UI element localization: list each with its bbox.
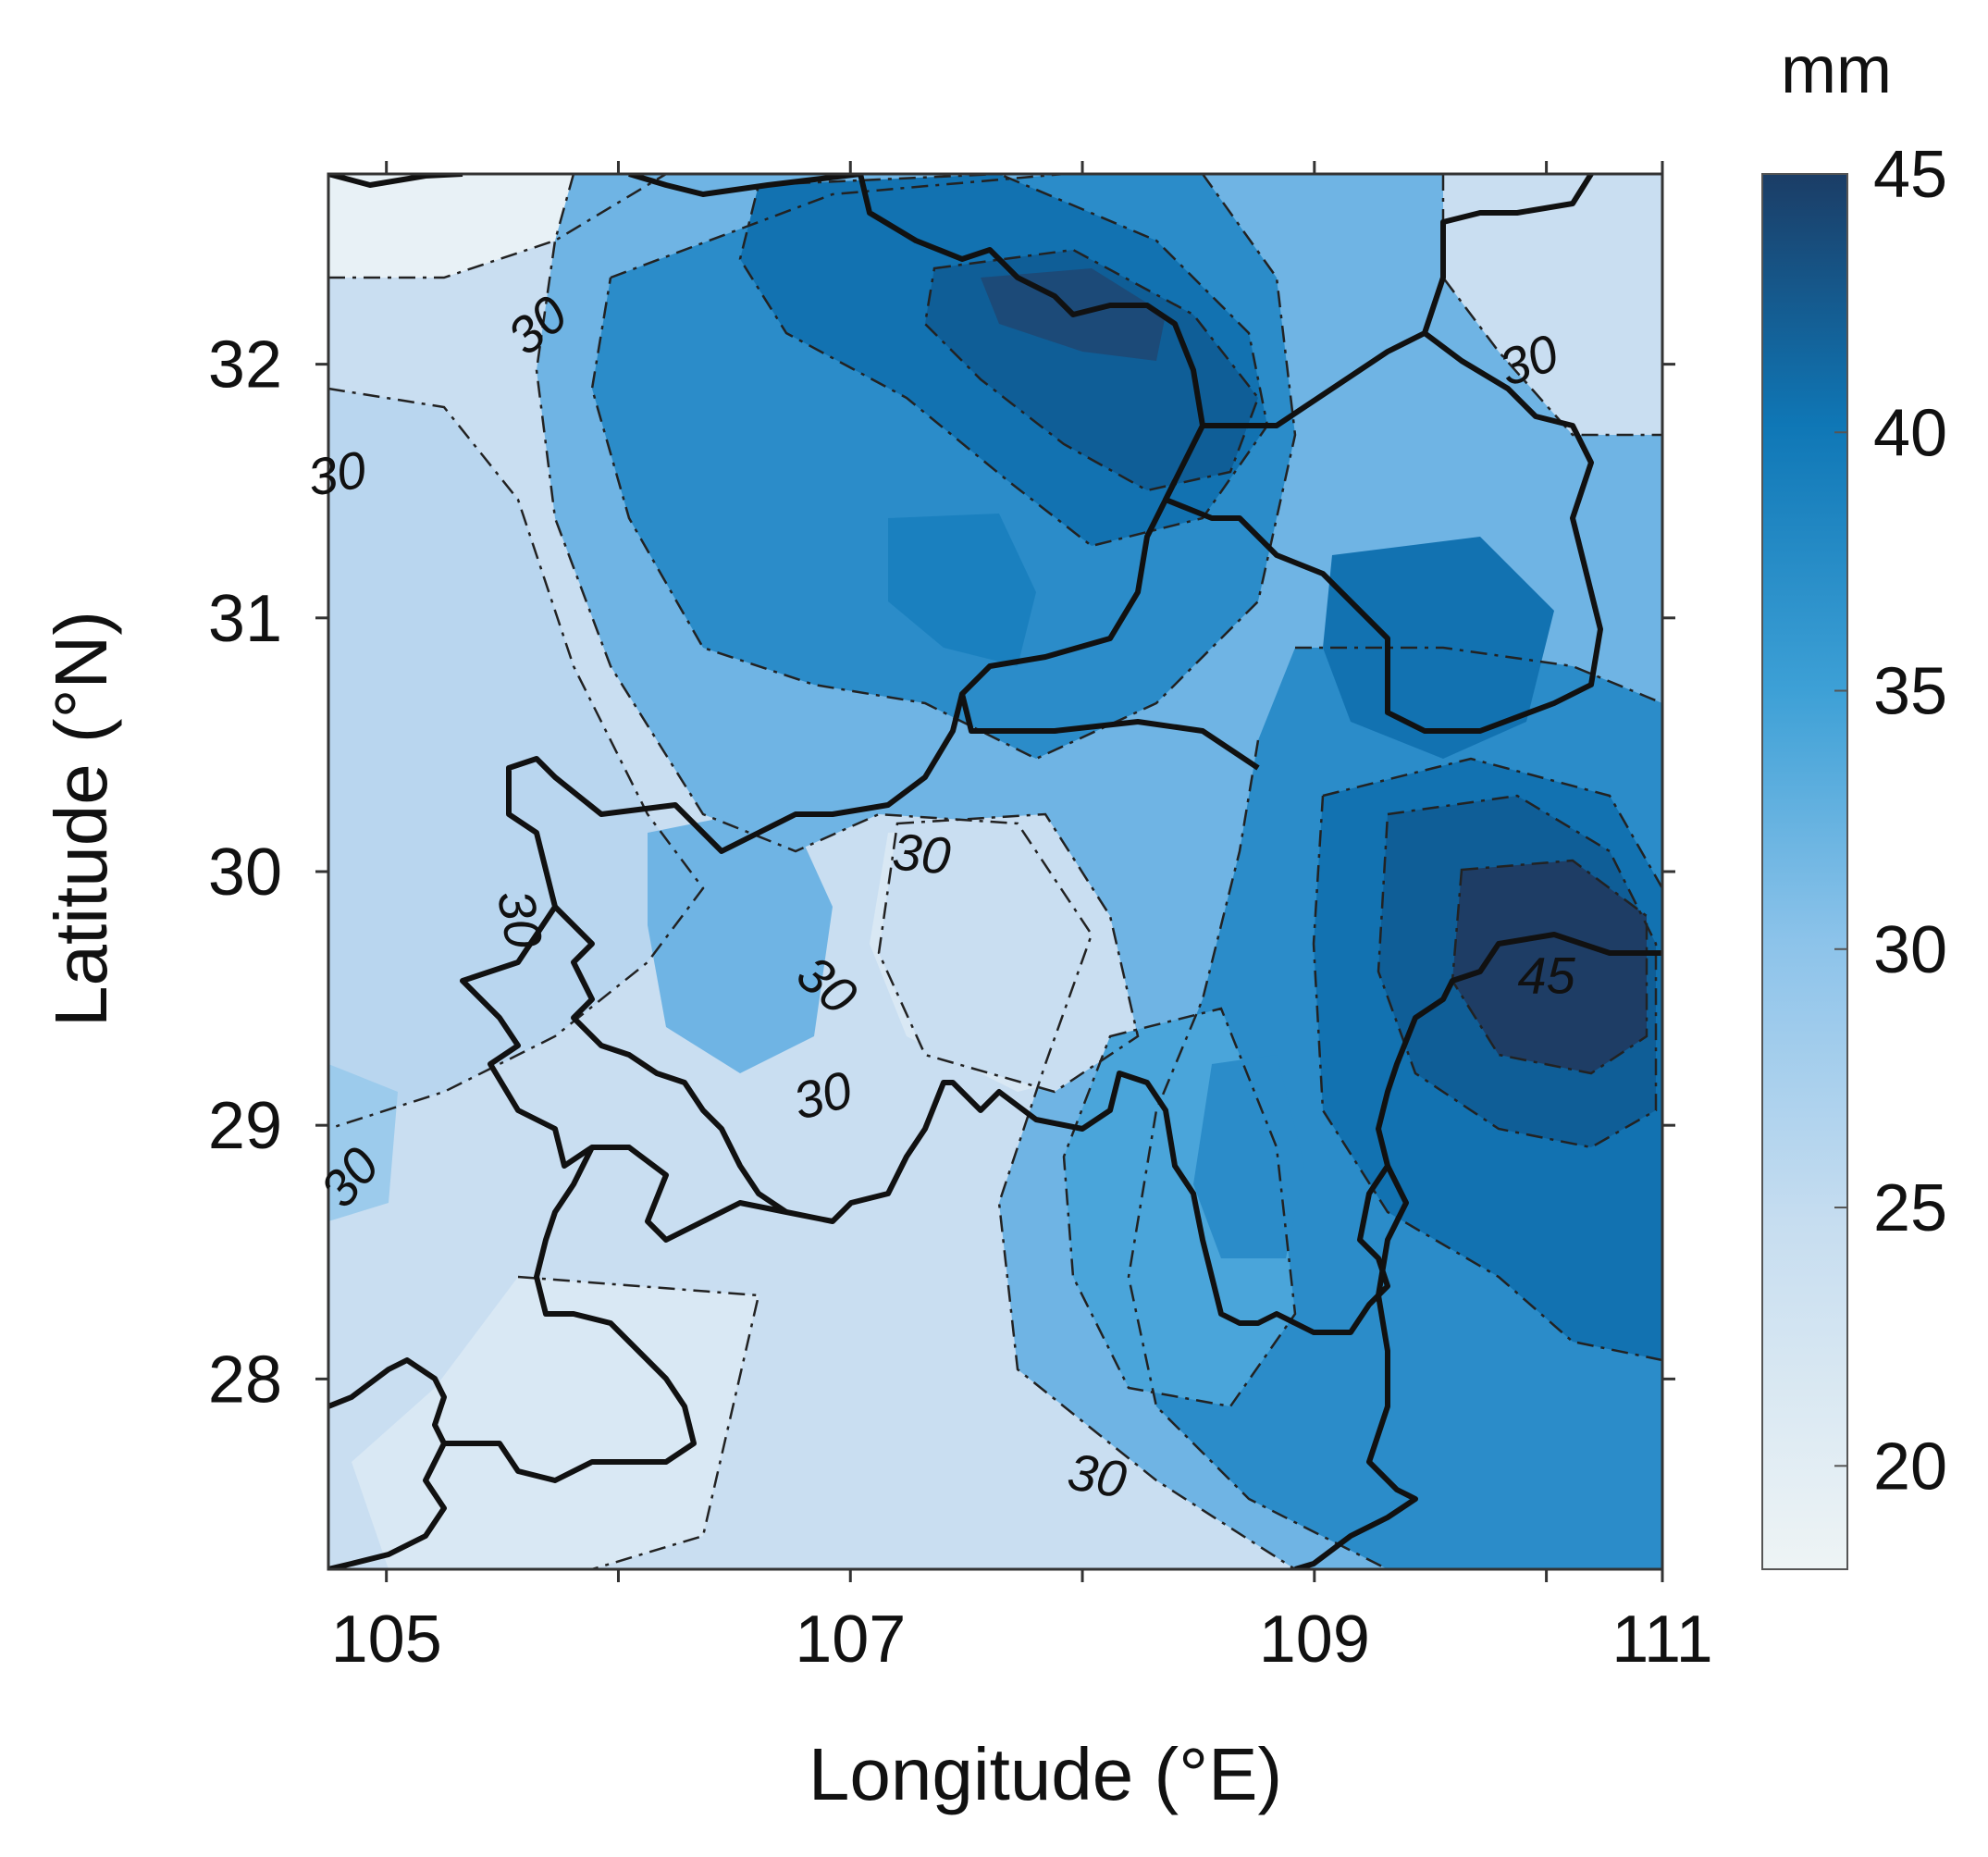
colorbar-gradient [1761,173,1848,1570]
contour-line [1377,794,1658,1149]
boundary-line [1163,330,1603,734]
colorbar-tick-label: 30 [1873,913,1947,987]
contour-line [535,174,1296,1569]
contour-region-dark-south-central [1193,1055,1304,1258]
y-tick-label: 29 [208,1089,282,1163]
x-axis-title: Longitude (°E) [809,1733,1282,1815]
boundary-line [444,1145,697,1483]
contour-label: 30 [1064,1442,1130,1509]
contour-lines [328,174,1662,1569]
contour-line [1062,1007,1297,1408]
boundary-line [959,693,1260,771]
contour-line [1312,795,1662,1362]
filled-contours [328,174,1662,1569]
contour-line [610,174,1065,279]
boundary-line [460,174,1662,1335]
colorbar-tick-label: 35 [1873,655,1947,729]
contour-region-light-center [879,814,1138,1092]
contour-line [1295,646,1662,705]
contour-line [923,248,1260,492]
boundary-line [328,1357,447,1569]
contour-label: 30 [487,885,554,952]
x-axis: 105 107 109 111 [331,161,1713,1677]
contour-region-light-northeast [1443,174,1662,435]
x-tick-label: 111 [1611,1603,1712,1677]
contour-region-low-southwest [352,1277,759,1569]
y-tick-label: 30 [208,836,282,910]
contour-region-dark-north-center [888,514,1036,666]
contour-label: 30 [890,822,953,885]
contour-label: 30 [303,439,370,507]
x-tick-label: 109 [1259,1603,1370,1677]
y-axis: 28 29 30 31 32 [208,328,1675,1417]
contour-region-mid-west-lobe [648,805,833,1073]
province-boundaries [328,174,1662,1569]
contour-line [1451,859,1648,1075]
contour-line [328,387,705,1131]
colorbar-tick-label: 40 [1873,396,1947,470]
contour-label: 45 [1517,947,1575,1005]
y-tick-label: 31 [208,582,282,656]
colorbar-tick-label: 20 [1873,1430,1947,1504]
colorbar: mm 20 25 30 35 40 45 [1761,33,1947,1570]
contour-line [328,174,667,279]
contour-line [517,1275,760,1569]
contour-line [1127,739,1389,1569]
contour-region-low-west [328,389,703,1129]
y-axis-title: Latitude (°N) [40,611,122,1027]
boundary-line [1294,1164,1418,1569]
colorbar-unit: mm [1781,33,1892,107]
contour-region-darkest-east [1452,860,1647,1073]
contour-line [1322,757,1662,889]
x-tick-label: 107 [795,1603,906,1677]
y-tick-label: 28 [208,1343,282,1417]
boundary-line [552,904,788,1215]
colorbar-tick-label: 45 [1873,138,1947,212]
contour-region-mid-southwest-edge [328,1064,398,1221]
boundary-line [1422,174,1594,334]
y-tick-label: 32 [208,328,282,402]
colorbar-tick-label: 25 [1873,1171,1947,1245]
contour-line [590,174,1297,761]
map-plot-area [328,174,1662,1569]
boundary-line [628,174,861,197]
colorbar-ticks: 20 25 30 35 40 45 [1834,138,1947,1504]
x-tick-label: 105 [331,1603,442,1677]
